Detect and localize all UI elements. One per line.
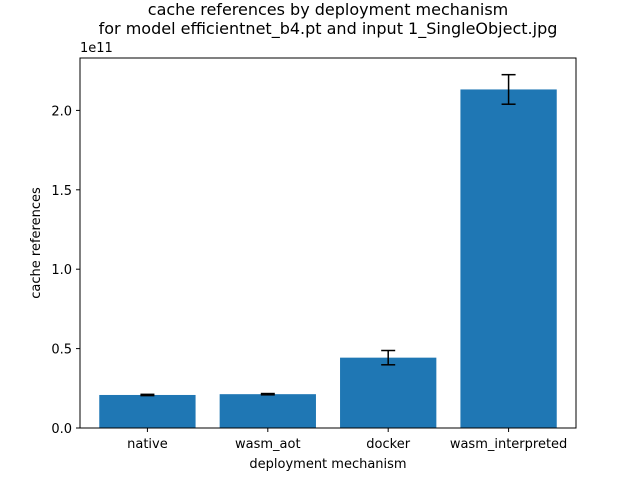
y-tick-label-0: 0.0	[51, 422, 72, 437]
plot-frame	[79, 57, 577, 429]
y-ticks-group: 0.0 0.5 1.0 1.5 2.0	[51, 104, 80, 437]
bar-native	[99, 394, 196, 428]
x-tick-label-wasm-aot: wasm_aot	[235, 437, 301, 452]
y-tick-label-4: 2.0	[51, 104, 72, 119]
y-tick-label-2: 1.0	[51, 263, 72, 278]
x-axis-label: deployment mechanism	[249, 457, 406, 472]
chart-title-line-2: for model efficientnet_b4.pt and input 1…	[99, 19, 558, 39]
x-ticks-group: native wasm_aot docker wasm_interpreted	[127, 428, 567, 452]
y-tick-label-1: 0.5	[51, 343, 72, 358]
x-tick-label-wasm-interpreted: wasm_interpreted	[450, 437, 567, 452]
bar-wasm-aot	[219, 394, 316, 428]
y-axis-offset-text: 1e11	[80, 41, 113, 56]
bars-group	[99, 89, 557, 428]
x-tick-label-native: native	[127, 437, 168, 452]
x-tick-label-docker: docker	[366, 437, 410, 452]
chart-title-line-1: cache references by deployment mechanism	[148, 0, 508, 19]
errorbars-group	[140, 73, 516, 397]
y-axis-label: cache references	[29, 187, 44, 299]
bar-wasm-interpreted	[460, 89, 557, 428]
bar-docker	[340, 357, 437, 428]
y-tick-label-3: 1.5	[51, 184, 72, 199]
